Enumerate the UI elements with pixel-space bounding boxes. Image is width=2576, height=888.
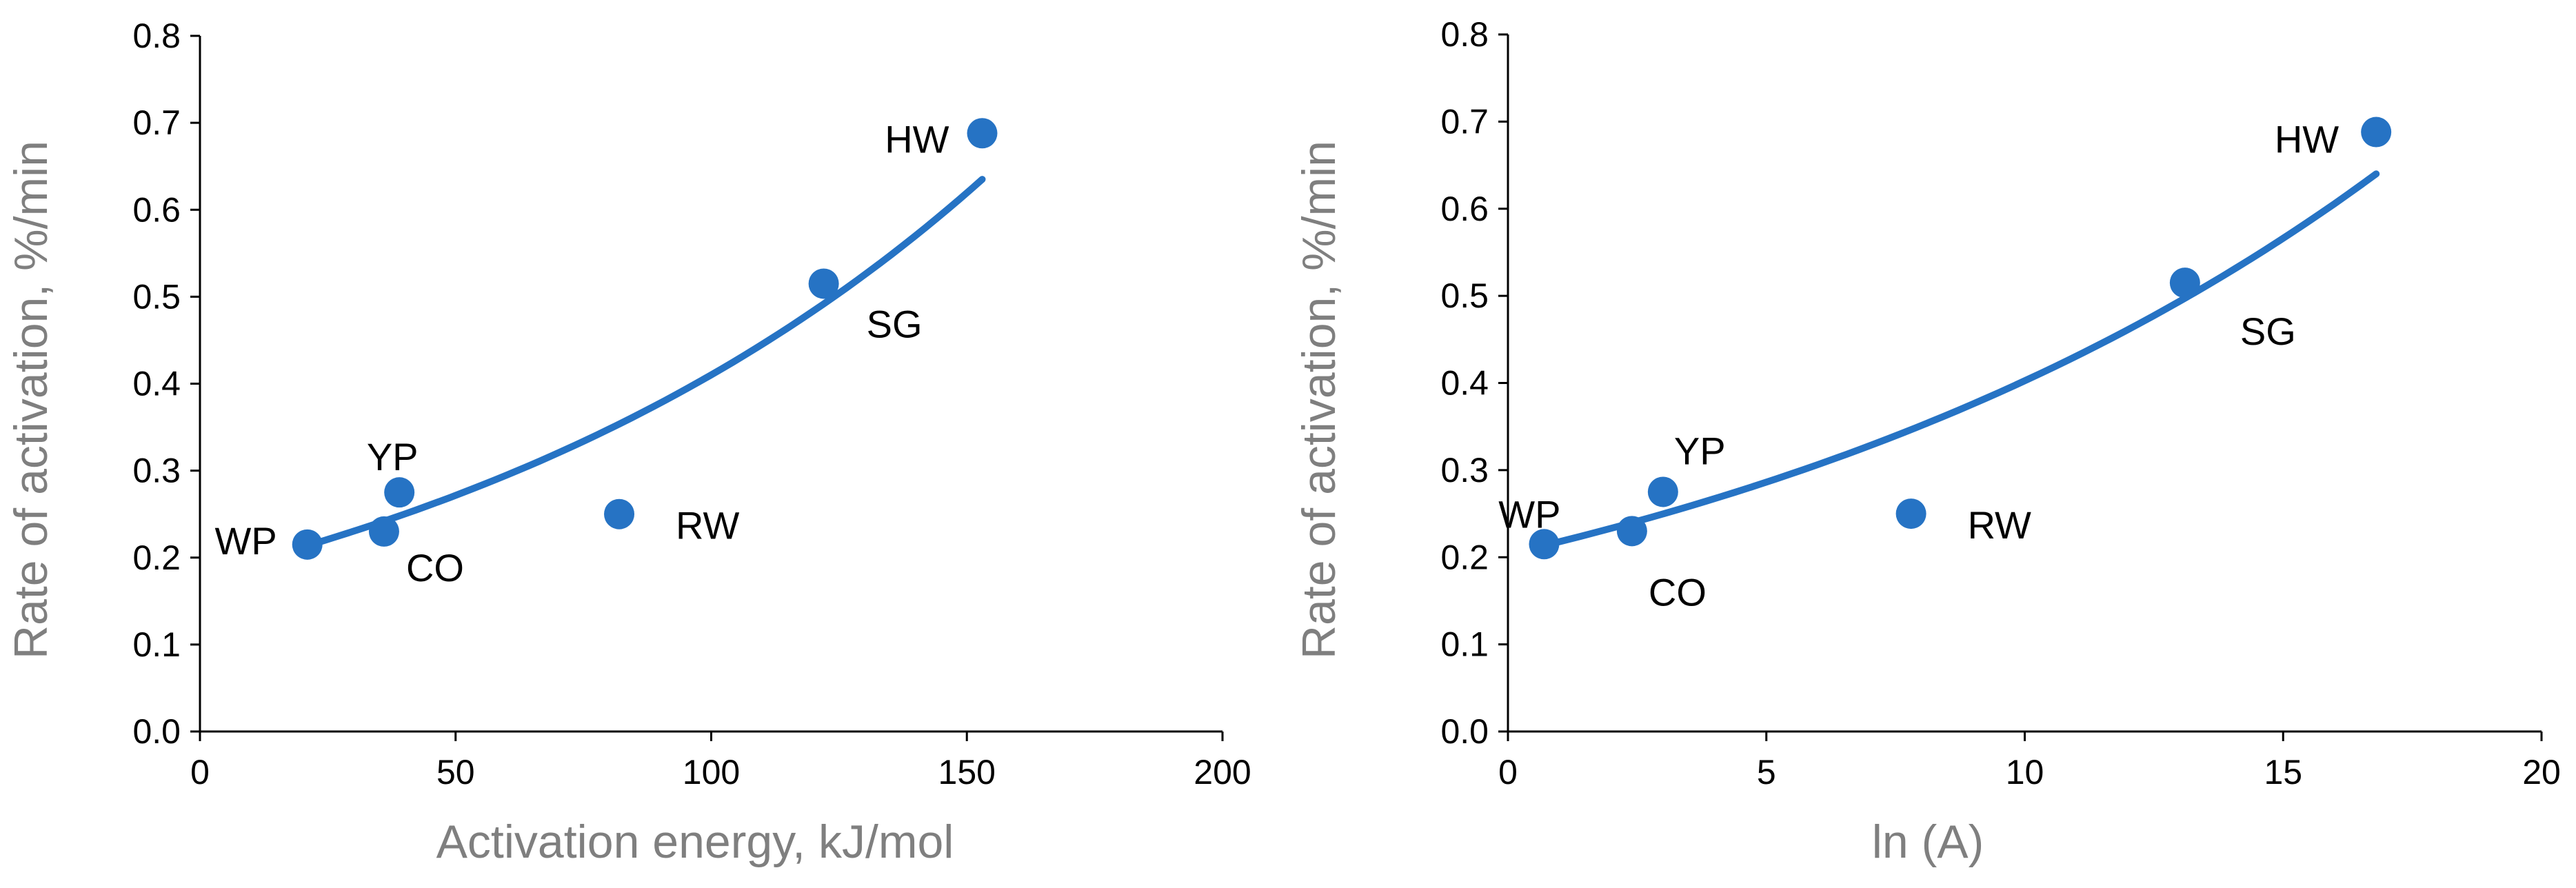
y-tick-label: 0.8	[1440, 15, 1489, 54]
data-point-rw	[1895, 498, 1926, 529]
point-label-rw: RW	[1968, 503, 2031, 547]
y-tick-label: 0.5	[1440, 276, 1489, 315]
y-tick-label: 0.0	[132, 712, 181, 751]
x-tick-label: 200	[1194, 753, 1251, 791]
point-label-wp: WP	[214, 519, 276, 563]
y-tick-label: 0.2	[132, 538, 181, 577]
data-point-sg	[2169, 268, 2200, 299]
chart-activation-energy: Rate of activation, %/min Activation ene…	[5, 17, 1251, 868]
point-label-yp: YP	[367, 435, 419, 478]
data-point-hw	[2361, 117, 2392, 148]
x-tick-label: 15	[2264, 753, 2302, 791]
point-label-yp: YP	[1674, 429, 1726, 472]
x-tick-label: 150	[938, 753, 996, 791]
y-tick-label: 0.0	[1440, 712, 1489, 751]
data-point-sg	[808, 268, 839, 299]
point-label-sg: SG	[2240, 310, 2296, 353]
data-point-rw	[604, 498, 635, 529]
x-tick-label: 100	[683, 753, 740, 791]
y-tick-label: 0.8	[132, 17, 181, 55]
y-tick-label: 0.3	[1440, 451, 1489, 490]
y-tick-label: 0.3	[132, 452, 181, 490]
data-point-yp	[384, 477, 415, 508]
data-point-hw	[967, 118, 998, 149]
trendline	[1536, 170, 2380, 551]
data-point-co	[1616, 516, 1647, 547]
data-point-yp	[1647, 476, 1678, 507]
point-label-co: CO	[1649, 570, 1707, 614]
point-label-sg: SG	[867, 302, 923, 345]
x-tick-label: 50	[436, 753, 475, 791]
data-point-wp	[292, 529, 323, 560]
x-axis-title: ln (A)	[1872, 816, 1984, 868]
y-tick-label: 0.2	[1440, 538, 1489, 576]
data-point-co	[368, 516, 399, 547]
x-tick-label: 10	[2006, 753, 2044, 791]
y-tick-label: 0.4	[1440, 364, 1489, 403]
y-tick-label: 0.7	[1440, 102, 1489, 141]
y-axis-title: Rate of activation, %/min	[5, 141, 57, 659]
x-tick-label: 20	[2522, 753, 2561, 791]
point-label-wp: WP	[1498, 492, 1560, 536]
point-label-co: CO	[406, 546, 464, 589]
x-tick-label: 0	[190, 753, 210, 791]
y-tick-label: 0.7	[132, 103, 181, 142]
y-tick-label: 0.5	[132, 277, 181, 316]
point-label-hw: HW	[885, 117, 949, 161]
y-tick-label: 0.6	[132, 190, 181, 229]
data-point-wp	[1529, 529, 1560, 560]
x-axis-title: Activation energy, kJ/mol	[436, 816, 954, 868]
y-tick-label: 0.6	[1440, 190, 1489, 228]
y-tick-label: 0.4	[132, 365, 181, 403]
y-tick-label: 0.1	[1440, 625, 1489, 664]
y-axis-title: Rate of activation, %/min	[1293, 141, 1345, 659]
chart-ln-a: Rate of activation, %/min ln (A) 0.0 0.1 0…	[1293, 15, 2561, 868]
trendline	[299, 176, 986, 551]
x-tick-label: 0	[1498, 753, 1518, 791]
point-label-rw: RW	[676, 504, 739, 547]
x-tick-label: 5	[1757, 753, 1776, 791]
point-label-hw: HW	[2275, 118, 2339, 161]
y-tick-label: 0.1	[132, 625, 181, 664]
